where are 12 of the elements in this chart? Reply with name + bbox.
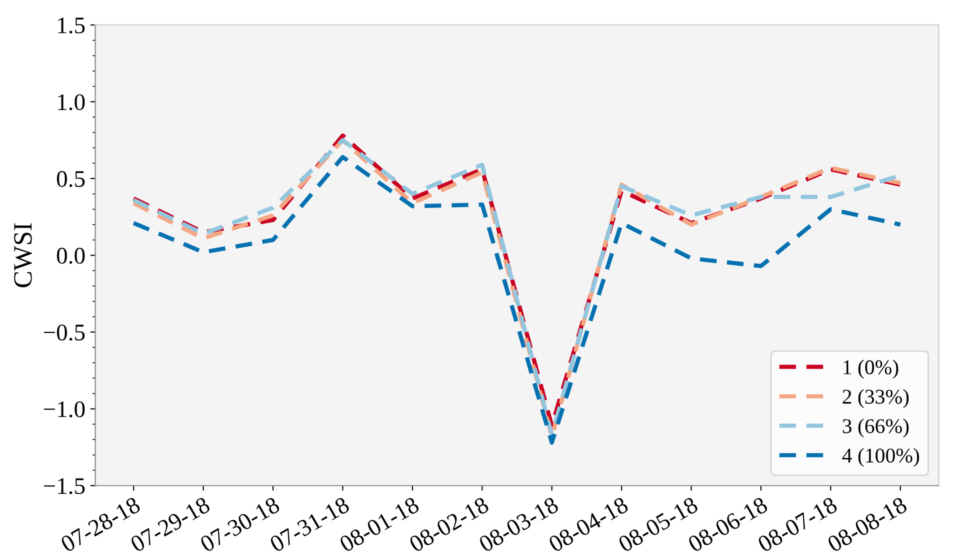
legend-label: 1 (0%) [844,360,898,379]
legend-label: 2 (33%) [842,389,909,408]
legend-label: 4 (100%) [842,448,920,467]
y-tick-label: 1.0 [58,94,85,110]
y-tick-label: 0.0 [56,248,85,264]
y-tick-label: 0.5 [56,171,85,188]
y-tick-label: 1.5 [58,18,85,34]
y-tick-label: −0.5 [44,324,85,341]
y-tick-label: −1.0 [44,401,85,418]
y-axis-title: CWSI [14,223,32,288]
y-tick-label: −1.5 [44,478,85,494]
legend-label: 3 (66%) [842,418,909,438]
